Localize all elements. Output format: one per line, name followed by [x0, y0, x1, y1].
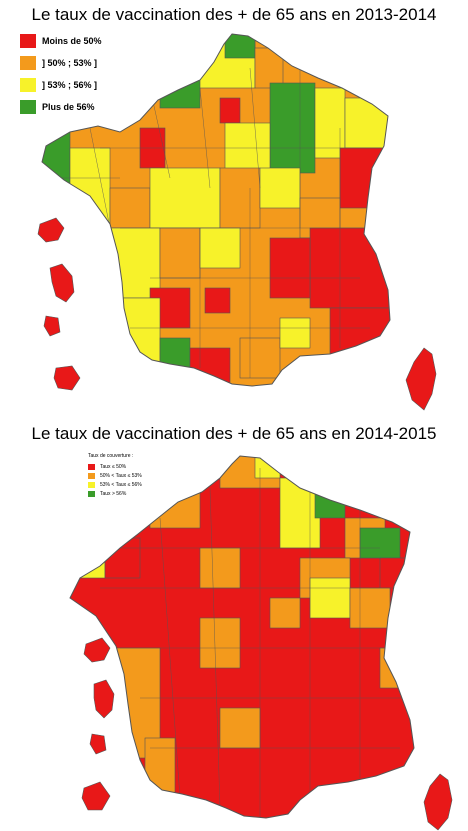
legend-label: 50% < Taux ≤ 53%	[100, 472, 142, 479]
legend-swatch-red	[20, 34, 36, 48]
legend-label: 53% < Taux ≤ 56%	[100, 481, 142, 488]
legend-item: Taux > 56%	[88, 489, 142, 498]
legend-2014-2015: Taux de couverture : Taux ≤ 50% 50% < Ta…	[88, 453, 142, 498]
legend-item: Plus de 56%	[20, 96, 102, 118]
legend-label: Moins de 50%	[42, 36, 102, 46]
legend-label: ] 50% ; 53% ]	[42, 58, 98, 68]
france-map-2014-2015	[69, 455, 453, 831]
legend-label: Taux ≤ 50%	[100, 463, 127, 470]
map-title-2014-2015: Le taux de vaccination des + de 65 ans e…	[31, 424, 437, 443]
legend-item: 53% < Taux ≤ 56%	[88, 480, 142, 489]
legend-swatch-green	[88, 490, 95, 497]
legend-label: Plus de 56%	[42, 102, 95, 112]
legend-2013-2014: Moins de 50% ] 50% ; 53% ] ] 53% ; 56% ]…	[20, 30, 102, 118]
legend-swatch-yellow	[88, 481, 95, 488]
legend-swatch-yellow	[20, 78, 36, 92]
legend-swatch-orange	[20, 56, 36, 70]
legend-swatch-red	[88, 463, 95, 470]
legend-item: ] 53% ; 56% ]	[20, 74, 102, 96]
france-map-2013-2014	[37, 33, 437, 411]
map-title-2013-2014: Le taux de vaccination des + de 65 ans e…	[31, 5, 437, 24]
legend-item: ] 50% ; 53% ]	[20, 52, 102, 74]
legend-item: 50% < Taux ≤ 53%	[88, 471, 142, 480]
legend-swatch-orange	[88, 472, 95, 479]
legend-label: ] 53% ; 56% ]	[42, 80, 98, 90]
legend-item: Taux ≤ 50%	[88, 462, 142, 471]
legend-label: Taux > 56%	[100, 490, 127, 497]
legend-title: Taux de couverture :	[88, 453, 134, 459]
legend-swatch-green	[20, 100, 36, 114]
legend-item: Moins de 50%	[20, 30, 102, 52]
